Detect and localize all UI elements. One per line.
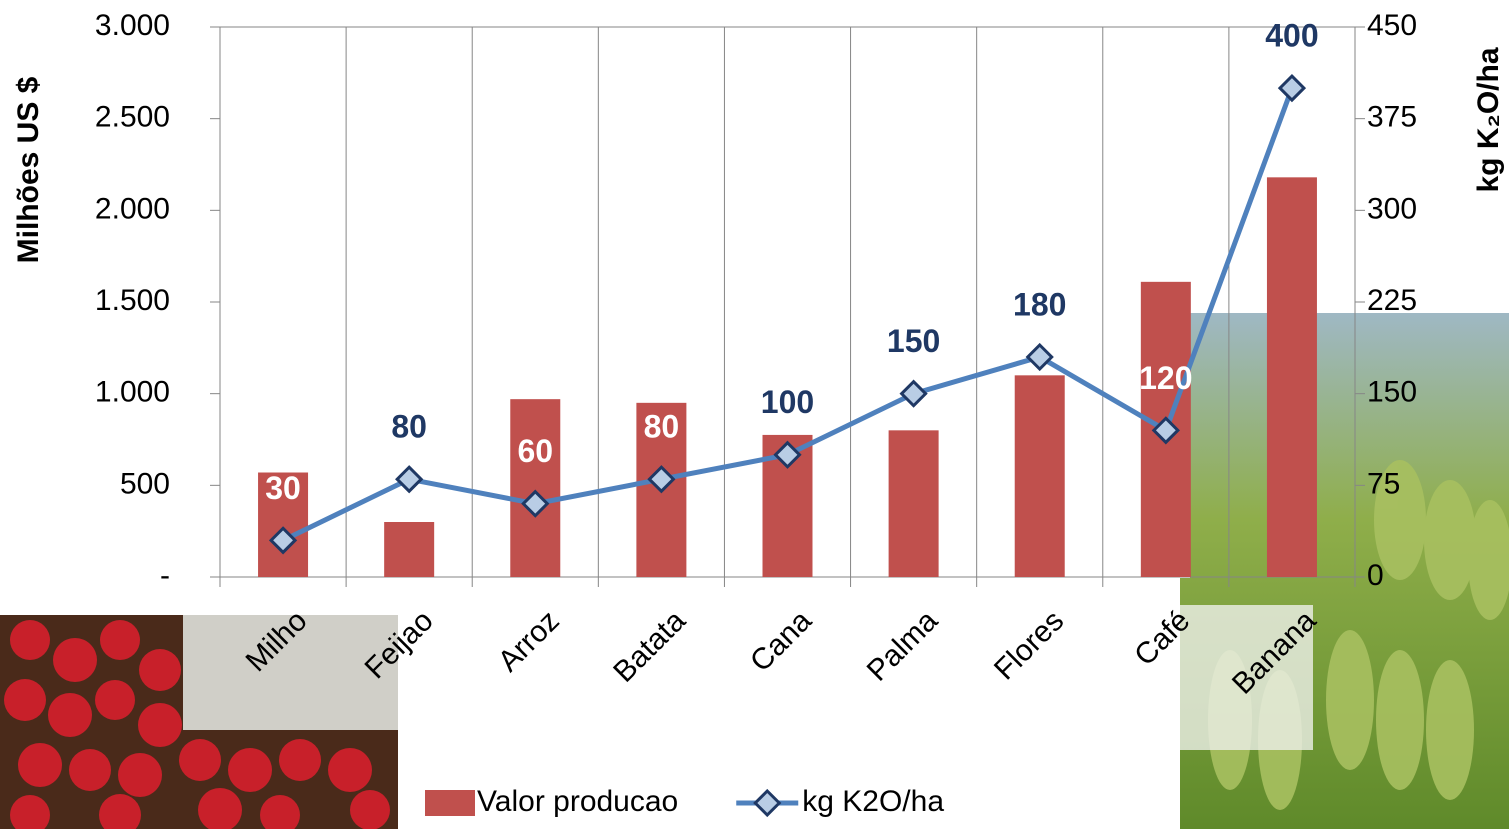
label-backdrop — [183, 615, 398, 730]
marker — [268, 526, 298, 555]
marker — [1277, 73, 1307, 103]
y-tick-label: 3.000 — [95, 9, 170, 42]
marker — [773, 440, 802, 469]
legend-label: Valor producao — [477, 785, 678, 818]
marker — [395, 465, 424, 494]
y2-tick-label: 375 — [1367, 101, 1417, 134]
y-axis-title: Milhões US $ — [12, 76, 45, 263]
bar — [1014, 375, 1065, 577]
bar — [1266, 177, 1317, 578]
data-label: 150 — [887, 323, 940, 359]
marker — [899, 379, 928, 408]
x-tick-label: Palma — [861, 604, 945, 688]
y2-tick-label: 450 — [1367, 9, 1417, 42]
y-tick-label: 1.500 — [95, 284, 170, 317]
bar — [384, 522, 435, 577]
y2-tick-label: 0 — [1367, 559, 1384, 592]
x-tick-label: Cana — [744, 604, 818, 678]
data-label: 180 — [1013, 286, 1066, 322]
data-label: 80 — [644, 409, 680, 445]
y-tick-label: 2.000 — [95, 192, 170, 225]
x-tick-label: Batata — [607, 604, 692, 689]
y-tick-label: 500 — [120, 467, 170, 500]
bar — [510, 399, 561, 577]
marker — [1151, 416, 1180, 445]
data-label: 120 — [1139, 360, 1192, 396]
x-tick-label: Flores — [988, 604, 1070, 686]
marker — [647, 465, 676, 494]
legend-swatch — [425, 790, 475, 816]
x-tick-label: Arroz — [492, 604, 566, 678]
label-backdrop — [1180, 605, 1313, 750]
data-label: 80 — [391, 409, 427, 445]
y2-tick-label: 300 — [1367, 192, 1417, 225]
marker — [1025, 342, 1054, 372]
y2-tick-label: 150 — [1367, 376, 1417, 409]
bar — [888, 430, 939, 577]
y-tick-label: - — [160, 559, 170, 592]
data-label: 60 — [517, 433, 553, 469]
y-tick-label: 1.000 — [95, 376, 170, 409]
bar — [258, 472, 309, 577]
legend-marker — [753, 788, 782, 818]
marker — [521, 489, 550, 518]
legend-label: kg K2O/ha — [802, 785, 944, 818]
y2-tick-label: 75 — [1367, 467, 1400, 500]
data-label: 400 — [1265, 18, 1318, 54]
y2-tick-label: 225 — [1367, 284, 1417, 317]
y-tick-label: 2.500 — [95, 101, 170, 134]
data-label: 100 — [761, 384, 814, 420]
data-label: 30 — [265, 470, 301, 506]
y2-axis-title: kg K₂O/ha — [1472, 47, 1505, 192]
